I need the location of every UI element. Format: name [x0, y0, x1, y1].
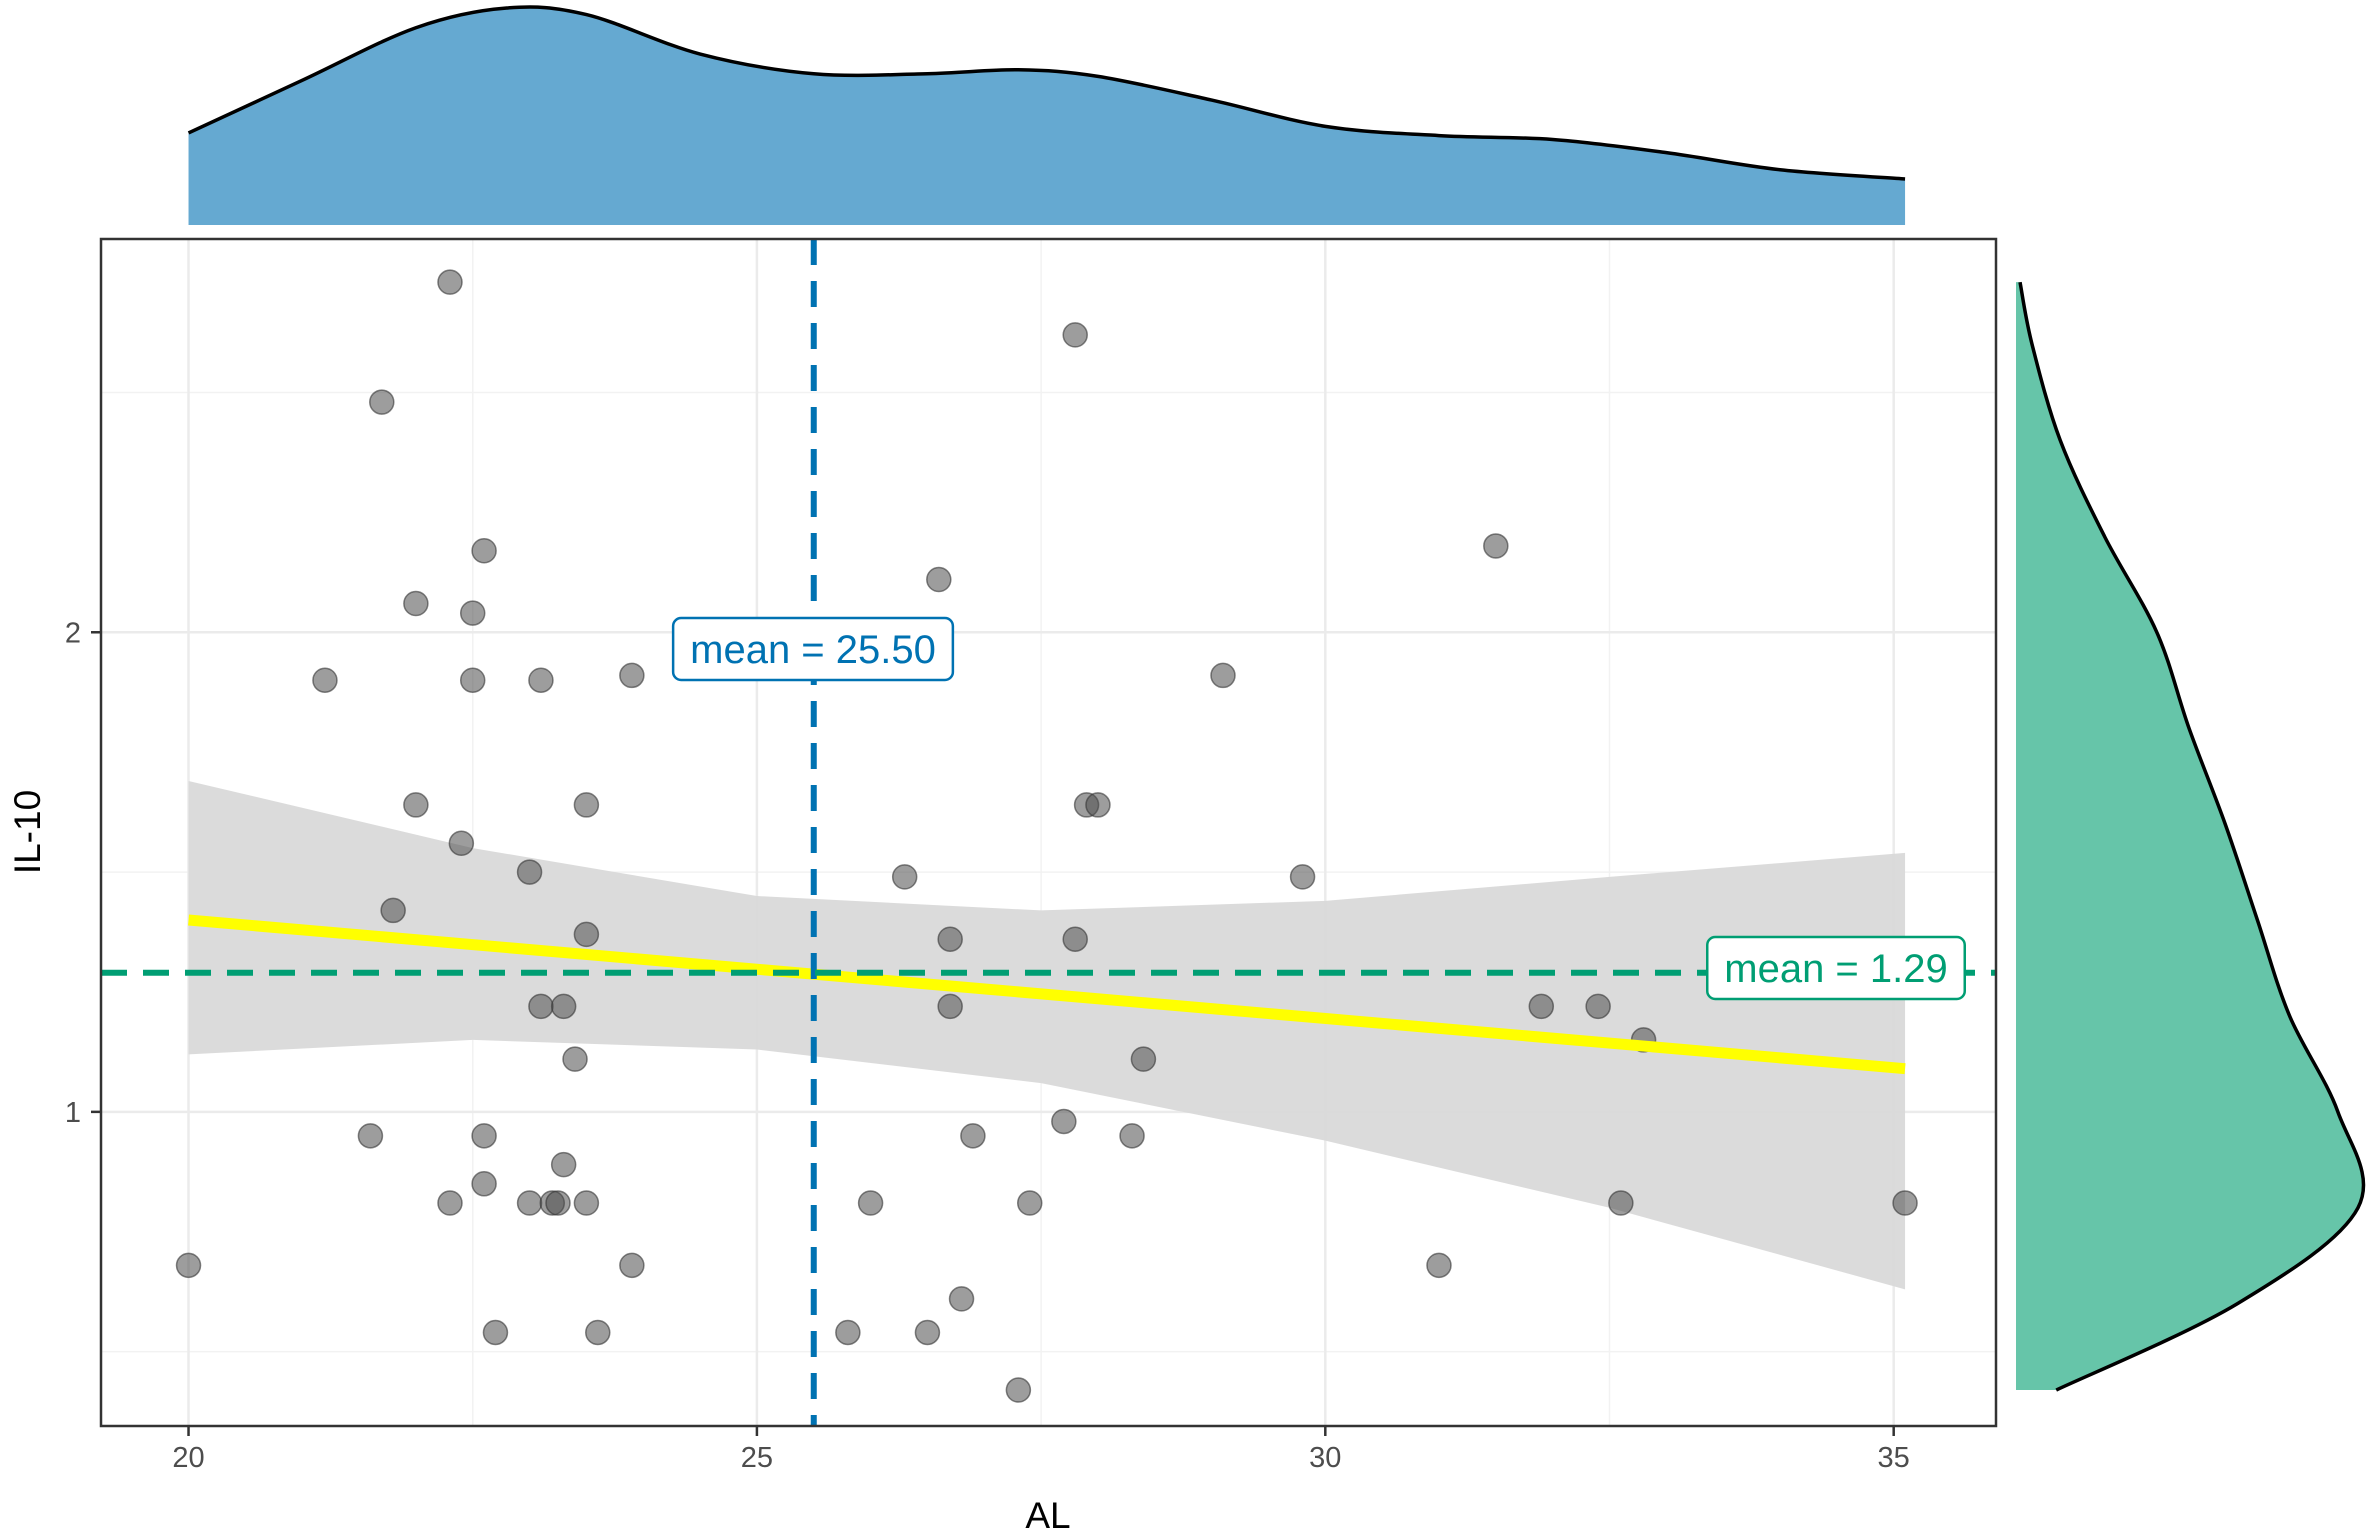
- mean-y-label-text: mean = 1.29: [1724, 947, 1948, 991]
- mean-y-label: mean = 1.29: [1706, 935, 1966, 1001]
- marginal-x-density: [187, 5, 1906, 226]
- data-point: [1892, 1190, 1918, 1216]
- x-tick-label: 30: [1309, 1442, 1341, 1474]
- data-point: [1289, 864, 1316, 890]
- marginal-x-outline: [187, 5, 1906, 181]
- plot-panel-border: [99, 237, 1998, 1428]
- y-axis-title: IL-10: [7, 790, 48, 874]
- data-point: [1062, 926, 1088, 952]
- data-point: [573, 1190, 600, 1216]
- data-point: [619, 1252, 645, 1279]
- data-point: [1210, 662, 1236, 689]
- data-point: [937, 993, 963, 1020]
- data-point: [516, 859, 543, 885]
- data-point: [619, 662, 645, 689]
- data-point: [1085, 792, 1111, 818]
- y-tick-label: 2: [65, 617, 81, 649]
- data-point: [459, 600, 486, 626]
- data-point: [471, 537, 497, 564]
- data-point: [471, 1171, 497, 1197]
- data-point: [448, 830, 475, 857]
- data-point: [1130, 1046, 1157, 1072]
- axes: 20 25 30 35 1 2: [65, 617, 1910, 1474]
- data-point: [1483, 533, 1509, 559]
- marginal-y-outline: [2018, 281, 2366, 1392]
- data-point: [1051, 1108, 1077, 1135]
- data-point: [357, 1123, 384, 1149]
- data-point: [175, 1252, 202, 1279]
- data-point: [562, 1046, 588, 1072]
- data-point: [528, 667, 554, 693]
- confidence-band: [188, 780, 1906, 1290]
- data-point: [437, 269, 463, 295]
- x-tick-label: 20: [172, 1442, 204, 1474]
- data-point: [857, 1190, 884, 1216]
- marginal-y-area: [2016, 282, 2364, 1391]
- mean-x-label-box: [671, 616, 955, 682]
- data-point: [437, 1190, 463, 1216]
- regression-fit-line: [188, 914, 1906, 1075]
- data-point: [550, 993, 577, 1020]
- data-point: [573, 792, 600, 818]
- mean-x-label-text: mean = 25.50: [690, 628, 936, 672]
- data-point: [1608, 1190, 1634, 1216]
- data-point: [516, 1190, 543, 1216]
- data-point: [1062, 322, 1088, 348]
- data-point: [1016, 1190, 1043, 1216]
- data-point: [1005, 1377, 1032, 1403]
- data-point: [937, 926, 963, 952]
- data-point: [550, 1151, 577, 1178]
- mean-lines: mean = 25.50 mean = 1.29: [101, 239, 1996, 1426]
- x-tick-label: 25: [741, 1442, 773, 1474]
- data-point: [545, 1190, 571, 1216]
- data-point: [835, 1319, 861, 1346]
- marginal-x-area: [188, 7, 1906, 226]
- x-axis-title: AL: [1025, 1495, 1070, 1536]
- data-point: [585, 1319, 611, 1346]
- mean-x-label: mean = 25.50: [671, 616, 955, 682]
- marginal-y-density: [2016, 281, 2366, 1392]
- mean-y-label-box: [1706, 935, 1966, 1001]
- data-point: [459, 667, 486, 693]
- data-point: [403, 792, 429, 818]
- data-point: [1119, 1123, 1145, 1149]
- confidence-band-area: [188, 780, 1906, 1290]
- x-tick-label: 35: [1878, 1442, 1910, 1474]
- data-point: [1426, 1252, 1452, 1279]
- data-point: [471, 1123, 497, 1149]
- data-point: [960, 1123, 986, 1149]
- data-point: [914, 1319, 941, 1346]
- y-tick-label: 1: [65, 1097, 81, 1129]
- data-point: [573, 921, 600, 948]
- data-point: [528, 993, 554, 1020]
- data-point: [312, 667, 338, 693]
- regression-line: [188, 914, 1906, 1075]
- data-point: [403, 590, 429, 617]
- data-point: [891, 864, 918, 890]
- data-point: [380, 897, 406, 924]
- data-point: [482, 1319, 509, 1346]
- data-point: [948, 1286, 975, 1312]
- data-point: [926, 566, 952, 593]
- data-points: [175, 269, 1918, 1403]
- data-point: [1528, 993, 1555, 1020]
- data-point: [1585, 993, 1611, 1020]
- data-point: [369, 389, 395, 415]
